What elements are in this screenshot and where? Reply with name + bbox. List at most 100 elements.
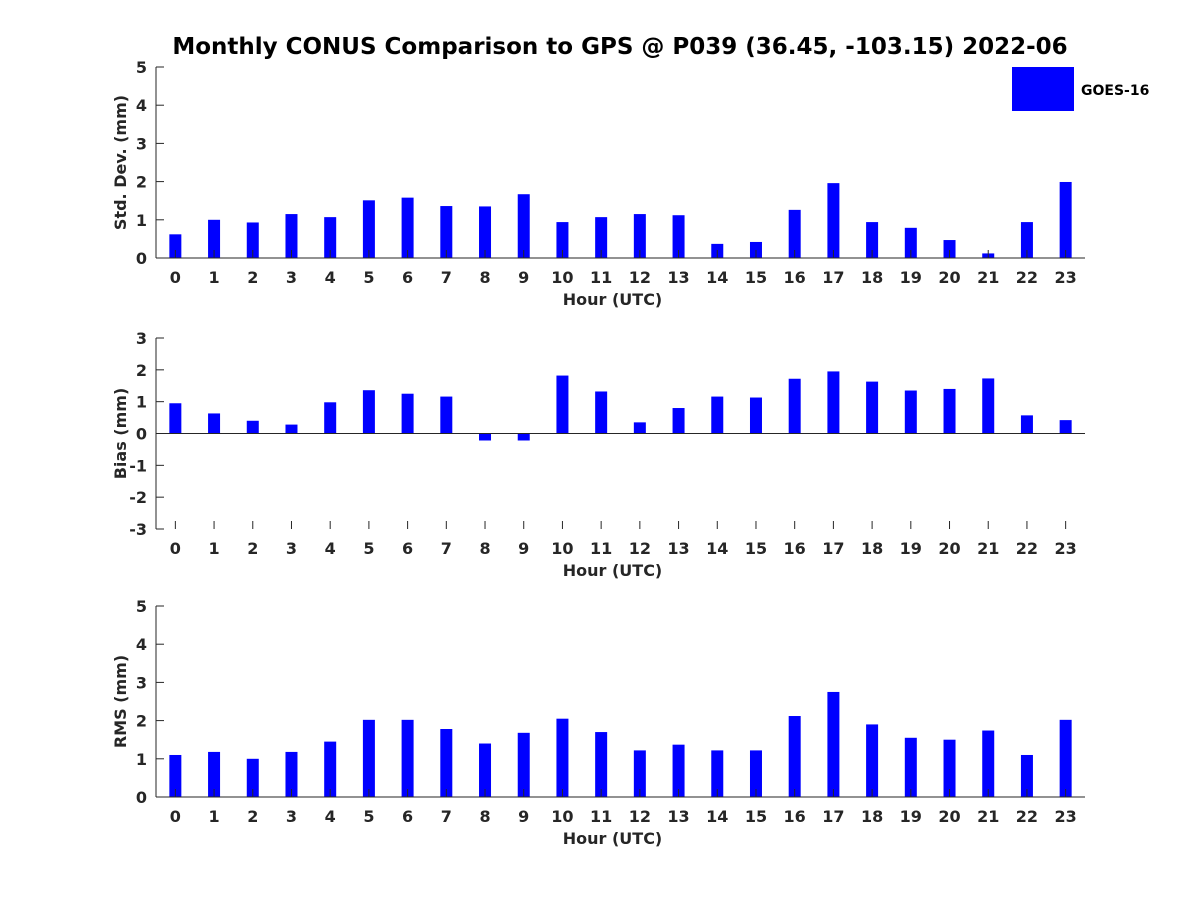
bar-hour-17 — [827, 691, 840, 797]
bar-hour-9 — [517, 433, 530, 441]
x-axis-label: Hour (UTC) — [563, 290, 663, 309]
x-tick-label: 22 — [1016, 807, 1038, 826]
x-tick-label: 19 — [900, 539, 922, 558]
bar-hour-8 — [479, 206, 492, 258]
bar-hour-4 — [324, 402, 337, 434]
x-tick-label: 3 — [286, 807, 297, 826]
x-tick-label: 16 — [784, 268, 806, 287]
bar-hour-19 — [904, 737, 917, 797]
bar-hour-8 — [479, 433, 492, 441]
x-tick-label: 19 — [900, 268, 922, 287]
bar-hour-5 — [362, 200, 375, 258]
bar-hour-18 — [866, 724, 879, 797]
bar-hour-17 — [827, 371, 840, 434]
bar-hour-6 — [401, 197, 414, 258]
x-tick-label: 10 — [551, 268, 573, 287]
x-tick-label: 12 — [629, 539, 651, 558]
bar-hour-18 — [866, 381, 879, 434]
x-tick-label: 23 — [1055, 268, 1077, 287]
x-tick-label: 22 — [1016, 268, 1038, 287]
bar-hour-15 — [749, 397, 762, 434]
x-tick-label: 17 — [822, 268, 844, 287]
y-tick-label: 4 — [136, 96, 147, 115]
x-tick-label: 7 — [441, 539, 452, 558]
bar-hour-14 — [711, 396, 724, 434]
bar-hour-17 — [827, 183, 840, 258]
bar-hour-4 — [324, 217, 337, 258]
x-tick-label: 1 — [208, 268, 219, 287]
bar-hour-8 — [479, 743, 492, 797]
bar-hour-6 — [401, 393, 414, 434]
x-tick-label: 5 — [363, 807, 374, 826]
y-tick-label: -1 — [129, 456, 147, 475]
x-tick-label: 4 — [325, 807, 336, 826]
x-tick-label: 6 — [402, 539, 413, 558]
bar-hour-2 — [246, 420, 259, 434]
x-tick-label: 14 — [706, 539, 728, 558]
x-tick-label: 9 — [518, 539, 529, 558]
x-tick-label: 11 — [590, 539, 612, 558]
x-tick-label: 11 — [590, 268, 612, 287]
y-tick-label: 2 — [136, 361, 147, 380]
x-tick-label: 14 — [706, 807, 728, 826]
x-tick-label: 3 — [286, 539, 297, 558]
bar-hour-13 — [672, 744, 685, 797]
x-tick-label: 20 — [938, 268, 960, 287]
x-tick-label: 21 — [977, 807, 999, 826]
y-tick-label: 0 — [136, 788, 147, 807]
bar-hour-23 — [1059, 181, 1072, 258]
x-tick-label: 18 — [861, 539, 883, 558]
bar-hour-1 — [208, 751, 221, 797]
bar-hour-3 — [285, 214, 298, 258]
x-tick-label: 12 — [629, 268, 651, 287]
x-tick-label: 12 — [629, 807, 651, 826]
x-tick-label: 5 — [363, 539, 374, 558]
bar-hour-4 — [324, 741, 337, 797]
x-tick-label: 9 — [518, 268, 529, 287]
legend-swatch — [1012, 67, 1074, 111]
y-tick-label: 1 — [136, 393, 147, 412]
y-tick-label: 0 — [136, 249, 147, 268]
x-tick-label: 0 — [170, 539, 181, 558]
bar-hour-7 — [440, 206, 453, 258]
x-tick-label: 18 — [861, 807, 883, 826]
bar-hour-6 — [401, 719, 414, 797]
x-tick-label: 15 — [745, 268, 767, 287]
x-tick-label: 2 — [247, 539, 258, 558]
y-tick-label: 1 — [136, 750, 147, 769]
bar-hour-3 — [285, 424, 298, 434]
y-tick-label: 2 — [136, 712, 147, 731]
bar-hour-11 — [595, 217, 608, 258]
bar-hour-23 — [1059, 420, 1072, 434]
x-tick-label: 2 — [247, 268, 258, 287]
x-tick-label: 8 — [479, 268, 490, 287]
y-tick-label: 0 — [136, 425, 147, 444]
bar-hour-12 — [633, 422, 646, 434]
y-tick-label: 3 — [136, 134, 147, 153]
x-tick-label: 1 — [208, 807, 219, 826]
y-tick-label: -2 — [129, 488, 147, 507]
chart-title: Monthly CONUS Comparison to GPS @ P039 (… — [172, 34, 1067, 60]
x-tick-label: 22 — [1016, 539, 1038, 558]
bar-hour-3 — [285, 751, 298, 797]
x-tick-label: 6 — [402, 807, 413, 826]
legend: GOES-16 — [1012, 67, 1149, 111]
x-tick-label: 9 — [518, 807, 529, 826]
bar-hour-21 — [982, 730, 995, 797]
bar-hour-15 — [749, 750, 762, 797]
bar-hour-20 — [943, 240, 956, 258]
x-tick-label: 4 — [325, 268, 336, 287]
x-tick-label: 2 — [247, 807, 258, 826]
bar-hour-22 — [1020, 754, 1033, 797]
y-tick-label: 1 — [136, 211, 147, 230]
x-tick-label: 23 — [1055, 807, 1077, 826]
bar-hour-16 — [788, 378, 801, 434]
x-tick-label: 17 — [822, 539, 844, 558]
y-axis-label: Bias (mm) — [111, 388, 130, 480]
bar-hour-1 — [208, 413, 221, 434]
bar-hour-0 — [169, 403, 182, 434]
x-tick-label: 23 — [1055, 539, 1077, 558]
x-tick-label: 16 — [784, 539, 806, 558]
